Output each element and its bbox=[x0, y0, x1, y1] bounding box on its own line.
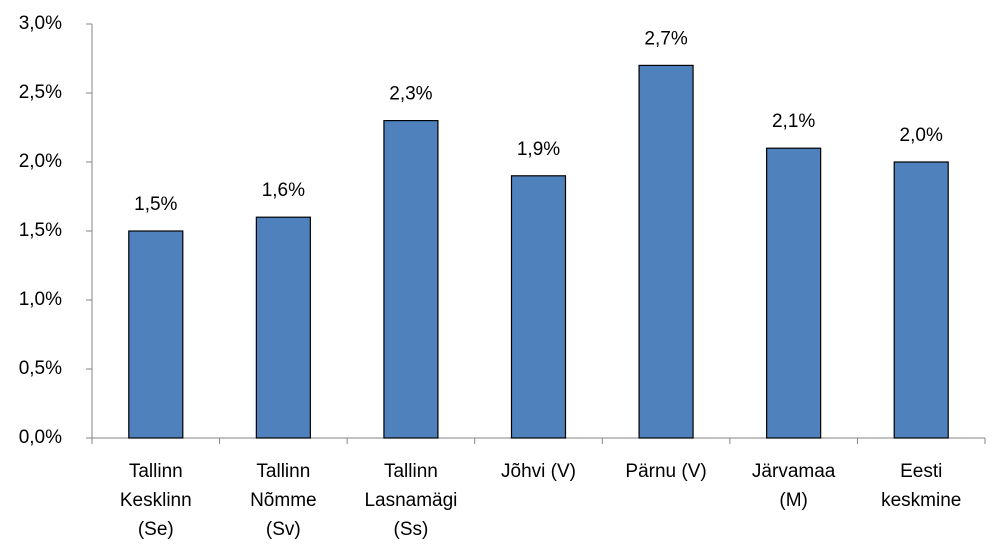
data-label: 1,5% bbox=[134, 194, 177, 215]
x-tick-label: Järvamaa (M) bbox=[751, 461, 836, 511]
y-tick-label: 3,0% bbox=[19, 13, 62, 34]
bar bbox=[893, 161, 949, 439]
data-label: 2,0% bbox=[900, 125, 943, 146]
y-tick-label: 2,0% bbox=[19, 151, 62, 172]
y-tick-label: 0,0% bbox=[19, 427, 62, 448]
x-tick-label: Jõhvi (V) bbox=[501, 461, 576, 482]
x-tick-label: Eesti keskmine bbox=[881, 461, 962, 511]
data-label: 1,6% bbox=[262, 180, 305, 201]
x-tick-label: Pärnu (V) bbox=[625, 461, 707, 482]
x-tick-label: Tallinn Kesklinn (Se) bbox=[119, 461, 192, 540]
data-label: 1,9% bbox=[517, 139, 560, 160]
x-tick-label: Tallinn Nõmme (Sv) bbox=[250, 461, 317, 540]
y-tick-label: 1,0% bbox=[19, 289, 62, 310]
bar bbox=[128, 230, 184, 439]
bar bbox=[255, 216, 311, 439]
x-tick-label: Tallinn Lasnamägi (Ss) bbox=[364, 461, 458, 540]
y-tick-label: 0,5% bbox=[19, 358, 62, 379]
bar bbox=[638, 64, 694, 439]
data-label: 2,1% bbox=[772, 111, 815, 132]
data-label: 2,7% bbox=[644, 28, 687, 49]
y-tick-label: 1,5% bbox=[19, 220, 62, 241]
bar bbox=[510, 175, 567, 439]
bar bbox=[383, 119, 439, 439]
bar bbox=[766, 147, 822, 439]
data-label: 2,3% bbox=[389, 84, 432, 105]
y-tick-label: 2,5% bbox=[19, 82, 62, 103]
